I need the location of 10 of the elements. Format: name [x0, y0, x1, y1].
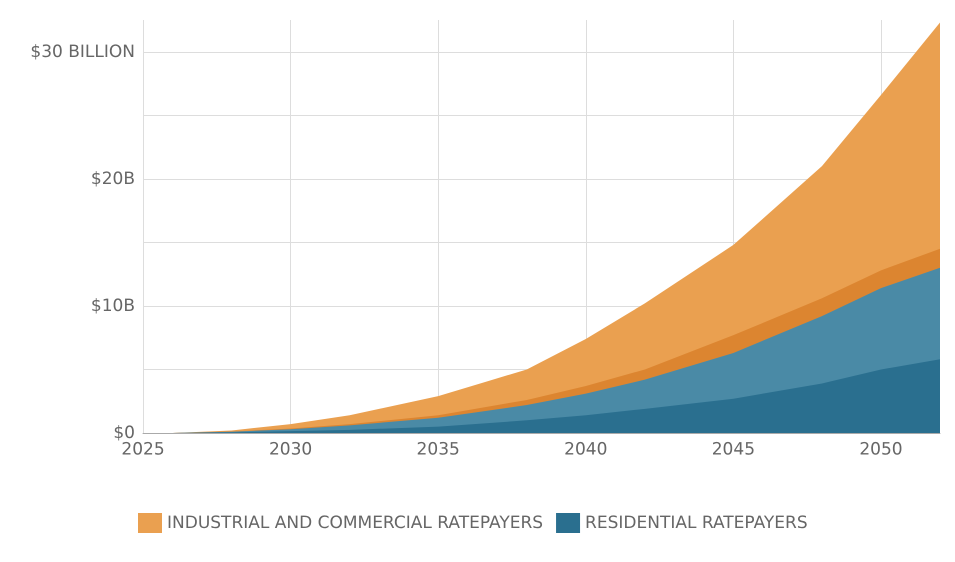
y-tick-label: $20B: [90, 168, 135, 189]
y-tick-label: $10B: [90, 296, 135, 316]
x-tick-label: 2030: [268, 440, 312, 460]
x-tick-label: 2035: [416, 440, 460, 460]
x-tick-label: 2050: [859, 440, 903, 460]
y-tick-label: $30 BILLION: [30, 42, 135, 62]
legend-label: RESIDENTIAL RATEPAYERS: [585, 513, 808, 533]
legend-label: INDUSTRIAL AND COMMERCIAL RATEPAYERS: [167, 513, 544, 533]
x-tick-label: 2045: [712, 440, 756, 460]
x-tick-label: 2040: [564, 440, 608, 460]
